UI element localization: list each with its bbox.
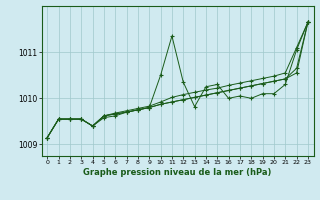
X-axis label: Graphe pression niveau de la mer (hPa): Graphe pression niveau de la mer (hPa) <box>84 168 272 177</box>
